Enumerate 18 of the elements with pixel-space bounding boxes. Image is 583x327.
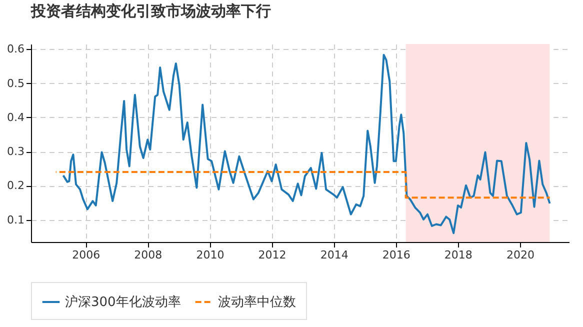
x-tick-label: 2012 (258, 248, 286, 262)
x-tick-label: 2018 (444, 248, 472, 262)
x-tick-label: 2006 (72, 248, 100, 262)
y-tick-label: 0.4 (7, 110, 24, 124)
line-series (62, 54, 551, 234)
chart-title: 投资者结构变化引致市场波动率下行 (30, 2, 271, 20)
x-tick-label: 2020 (506, 248, 534, 262)
y-tick-label: 0.6 (7, 42, 24, 56)
x-tick-label: 2010 (196, 248, 224, 262)
y-tick-label: 0.2 (7, 179, 24, 192)
x-tick-label: 2008 (134, 248, 162, 262)
legend-label: 波动率中位数 (218, 294, 296, 310)
y-tick-label: 0.5 (7, 76, 24, 90)
x-tick-label: 2014 (320, 248, 348, 262)
y-tick-label: 0.1 (7, 213, 24, 226)
y-tick-label: 0.3 (7, 145, 24, 158)
legend-label: 沪深300年化波动率 (65, 294, 181, 310)
x-tick-label: 2016 (382, 248, 410, 262)
